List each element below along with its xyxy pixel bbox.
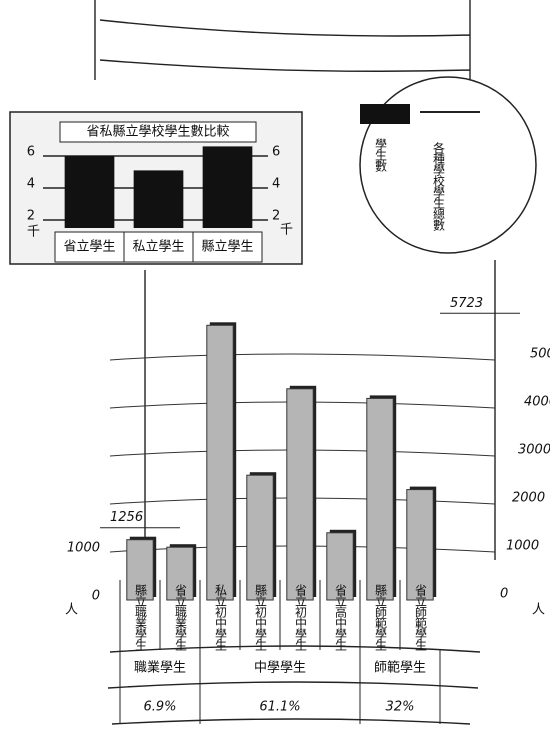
y-tick-label: 2 bbox=[272, 209, 280, 224]
category-cell bbox=[123, 231, 194, 263]
group-share: 61.1% bbox=[259, 700, 300, 715]
x-tick-label: 縣立職業學生 bbox=[134, 584, 148, 651]
bar bbox=[202, 146, 253, 228]
legend-swatch bbox=[360, 104, 410, 124]
bar bbox=[246, 474, 274, 601]
y-tick-label: 0 bbox=[500, 587, 508, 602]
y-tick-label: 6 bbox=[27, 145, 35, 160]
x-tick-label: 縣立初中學生 bbox=[254, 584, 268, 651]
unit-label: 人 bbox=[532, 603, 545, 618]
y-tick-label: 5000 bbox=[530, 347, 550, 362]
y-tick-label: 6 bbox=[272, 145, 280, 160]
bar bbox=[133, 170, 184, 228]
group-label: 師範學生 bbox=[374, 661, 426, 676]
y-tick-label: 2 bbox=[27, 209, 35, 224]
x-tick-label: 省立高中學生 bbox=[334, 584, 348, 651]
category-cell bbox=[192, 231, 263, 263]
y-tick-label: 4 bbox=[272, 177, 280, 192]
x-tick-label: 省立職業學生 bbox=[174, 584, 188, 651]
y-tick-label: 1000 bbox=[67, 541, 100, 556]
bar bbox=[286, 388, 314, 601]
x-tick-label: 省立師範學生 bbox=[414, 584, 428, 651]
inset-title-box bbox=[59, 121, 257, 143]
group-label: 中學學生 bbox=[254, 661, 306, 676]
x-tick-label: 縣立學生 bbox=[201, 240, 253, 255]
legend-label: 學生數 bbox=[374, 138, 388, 173]
x-tick-label: 縣立師範學生 bbox=[374, 584, 388, 651]
bar bbox=[206, 324, 234, 601]
bar bbox=[366, 397, 394, 601]
y-tick-label: 1000 bbox=[506, 539, 539, 554]
data-label: 1256 bbox=[110, 510, 143, 525]
y-tick-label: 4 bbox=[27, 177, 35, 192]
y-tick-label: 0 bbox=[92, 589, 100, 604]
group-share: 32% bbox=[386, 700, 415, 715]
category-cell bbox=[54, 231, 125, 263]
y-tick-label: 4000 bbox=[524, 395, 550, 410]
x-tick-label: 私立學生 bbox=[132, 240, 184, 255]
group-label: 職業學生 bbox=[134, 660, 186, 676]
unit-label: 千 bbox=[27, 225, 40, 240]
x-tick-label: 省立學生 bbox=[63, 240, 115, 255]
y-tick-label: 3000 bbox=[518, 443, 550, 458]
legend-label: 各種學校學生總數 bbox=[432, 141, 446, 232]
bar bbox=[406, 489, 434, 601]
unit-label: 人 bbox=[65, 603, 78, 618]
bar bbox=[326, 532, 354, 601]
grid-line bbox=[109, 353, 496, 361]
group-share: 6.9% bbox=[143, 700, 176, 715]
y-tick-label: 2000 bbox=[512, 491, 545, 506]
bar bbox=[166, 546, 194, 601]
inset-title: 省私縣立學校學生數比較 bbox=[86, 124, 229, 140]
x-tick-label: 省立初中學生 bbox=[294, 584, 308, 651]
fan-outline bbox=[94, 0, 496, 560]
unit-label: 千 bbox=[280, 223, 293, 238]
bar bbox=[126, 539, 154, 601]
bar bbox=[64, 156, 115, 228]
data-label: 5723 bbox=[450, 296, 483, 311]
x-tick-label: 私立初中學生 bbox=[214, 584, 228, 651]
